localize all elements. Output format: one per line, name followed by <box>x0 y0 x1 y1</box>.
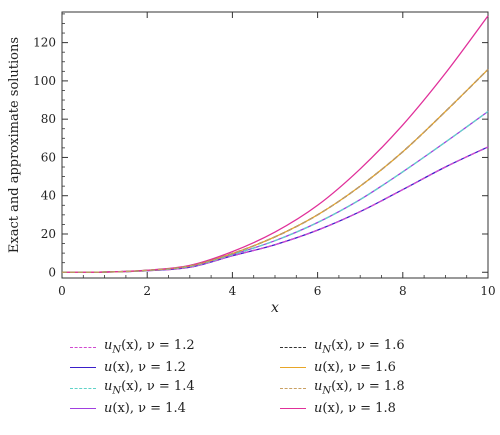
x-tick-label: 10 <box>480 284 495 298</box>
y-tick-label: 0 <box>48 265 56 279</box>
x-tick-label: 2 <box>143 284 151 298</box>
x-tick-label: 4 <box>229 284 237 298</box>
series-line-1 <box>61 146 489 273</box>
x-tick-label: 8 <box>399 284 407 298</box>
plot-frame <box>61 11 489 279</box>
series-line-8 <box>61 15 489 273</box>
x-axis-title: x <box>271 300 279 316</box>
x-tick-label: 6 <box>314 284 322 298</box>
y-axis-title: Exact and approximate solutions <box>7 37 22 253</box>
y-tick-label: 80 <box>41 112 56 126</box>
series-line-7 <box>61 68 489 273</box>
x-tick-label: 0 <box>58 284 66 298</box>
series-line-2 <box>61 146 489 273</box>
y-tick-label: 60 <box>41 150 56 164</box>
y-tick-label: 20 <box>41 227 56 241</box>
series-line-4 <box>61 110 489 273</box>
series-line-3 <box>61 110 489 273</box>
y-tick-label: 120 <box>33 36 56 50</box>
y-tick-label: 40 <box>41 189 56 203</box>
y-tick-label: 100 <box>33 74 56 88</box>
